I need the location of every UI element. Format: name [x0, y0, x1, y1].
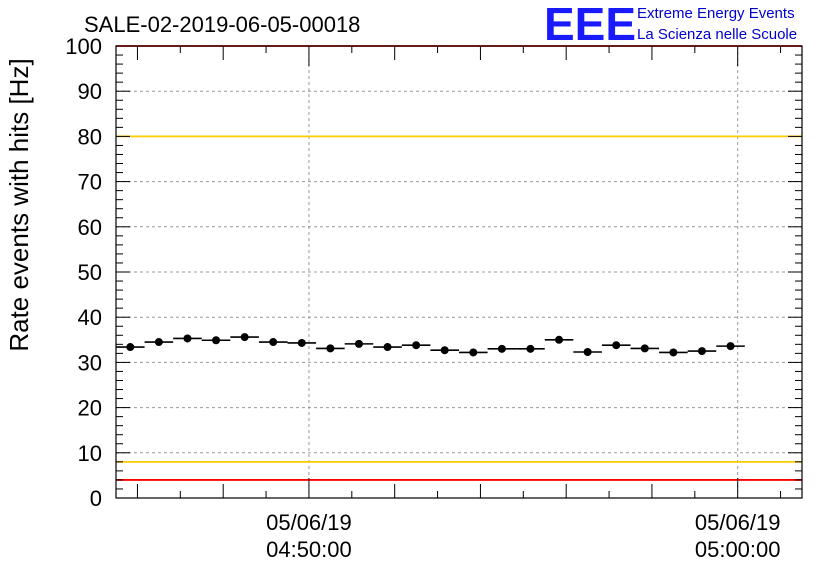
- data-point: [469, 348, 478, 357]
- data-point: [583, 348, 592, 357]
- y-tick-label: 80: [78, 124, 102, 149]
- y-tick-label: 40: [78, 305, 102, 330]
- grid-lines: [116, 46, 802, 498]
- data-point: [697, 347, 706, 356]
- y-tick-label: 10: [78, 441, 102, 466]
- y-tick-label: 30: [78, 350, 102, 375]
- data-point: [354, 339, 363, 348]
- data-point: [269, 338, 278, 347]
- y-tick-label: 60: [78, 215, 102, 240]
- x-tick-label-date: 05/06/19: [695, 510, 781, 535]
- y-tick-label: 50: [78, 260, 102, 285]
- data-points: [116, 333, 745, 357]
- y-tick-label: 70: [78, 170, 102, 195]
- y-axis-title: Rate events with hits [Hz]: [4, 58, 34, 351]
- data-point: [297, 338, 306, 347]
- data-point: [154, 338, 163, 347]
- eee-logo: EEE: [544, 0, 636, 50]
- data-point: [640, 344, 649, 353]
- logo-line-2: La Scienza nelle Scuole: [637, 26, 797, 43]
- tick-labels: 010203040506070809010005/06/1904:50:0005…: [65, 34, 780, 562]
- data-point: [555, 335, 564, 344]
- y-tick-label: 100: [65, 34, 102, 59]
- data-point: [669, 348, 678, 357]
- data-point: [326, 344, 335, 353]
- x-tick-label-time: 04:50:00: [266, 537, 352, 562]
- y-tick-label: 90: [78, 79, 102, 104]
- data-point: [726, 342, 735, 351]
- data-point: [440, 346, 449, 355]
- reference-lines: [116, 45, 802, 481]
- y-tick-label: 0: [90, 486, 102, 511]
- data-point: [383, 343, 392, 352]
- data-point: [240, 333, 249, 342]
- x-tick-label-date: 05/06/19: [266, 510, 352, 535]
- data-point: [497, 344, 506, 353]
- chart-title: SALE-02-2019-06-05-00018: [84, 12, 360, 37]
- data-point: [526, 344, 535, 353]
- data-point: [126, 343, 135, 352]
- data-point: [612, 341, 621, 350]
- logo-line-1: Extreme Energy Events: [637, 5, 795, 22]
- data-point: [212, 336, 221, 345]
- data-point: [183, 334, 192, 343]
- x-tick-label-time: 05:00:00: [695, 537, 781, 562]
- axis-ticks: [116, 45, 802, 499]
- y-tick-label: 20: [78, 396, 102, 421]
- data-point: [412, 341, 421, 350]
